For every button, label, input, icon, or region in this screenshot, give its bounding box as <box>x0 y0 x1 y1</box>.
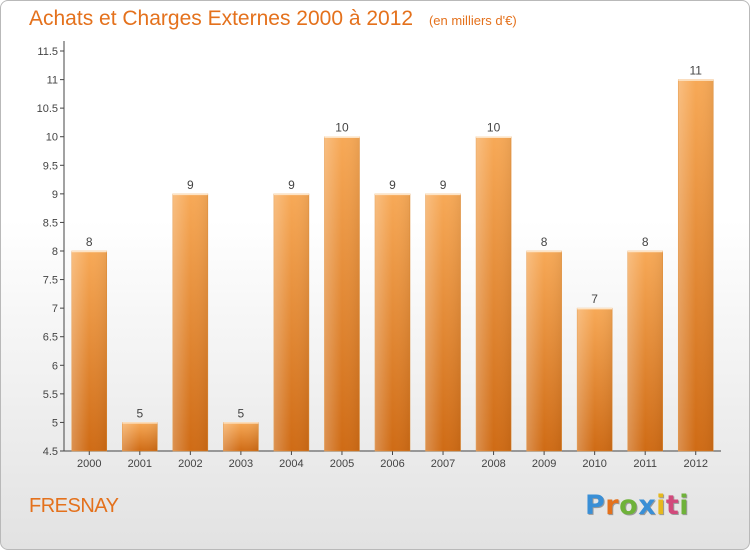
data-labels: 8 5 9 5 9 10 9 9 10 8 7 8 11 <box>86 64 702 421</box>
bar-shine <box>627 251 663 451</box>
y-tick-label: 4.5 <box>43 446 58 458</box>
bar-value-label: 10 <box>487 121 501 135</box>
x-tick-label: 2009 <box>532 458 556 470</box>
y-tick-label: 8 <box>52 246 58 258</box>
bar-shine <box>71 251 107 451</box>
bar-value-label: 9 <box>389 178 396 192</box>
bar-shine <box>476 136 512 451</box>
chart-subtitle: (en milliers d'€) <box>428 13 517 28</box>
x-tick-label: 2004 <box>279 458 303 470</box>
x-tick-label: 2011 <box>633 458 657 470</box>
bar-value-label: 9 <box>187 178 194 192</box>
x-tick-label: 2001 <box>128 458 152 470</box>
y-tick-label: 8.5 <box>43 217 58 229</box>
bar-shine <box>172 193 208 451</box>
logo-letter: r <box>605 490 620 521</box>
chart-title: Achats et Charges Externes 2000 à 2012 (… <box>29 7 517 31</box>
y-tick-label: 10.5 <box>37 103 58 115</box>
bar-value-label: 8 <box>86 235 93 249</box>
bar-shine <box>678 79 714 452</box>
x-tick-label: 2008 <box>481 458 505 470</box>
x-tick-label: 2010 <box>582 458 606 470</box>
y-tick-label: 9 <box>52 189 58 201</box>
logo-letter: P <box>585 490 606 521</box>
bar-shine <box>425 193 461 451</box>
bar-value-label: 7 <box>591 292 598 306</box>
bar-value-label: 5 <box>136 406 143 420</box>
x-tick-label: 2005 <box>330 458 354 470</box>
logo-letter: i <box>679 490 690 521</box>
bar-shine <box>122 422 158 451</box>
chart-title-text: Achats et Charges Externes 2000 à 2012 <box>29 7 414 30</box>
y-tick-label: 6 <box>52 360 58 372</box>
y-tick-label: 7.5 <box>43 275 58 287</box>
y-tick-label: 11 <box>47 75 58 87</box>
logo-letter: i <box>656 490 666 521</box>
x-tick-label: 2012 <box>683 458 707 470</box>
y-tick-label: 10 <box>46 132 58 144</box>
y-tick-label: 5.5 <box>43 389 58 401</box>
y-tick-label: 11.5 <box>37 46 58 58</box>
proxiti-logo: Proxiti <box>585 490 689 521</box>
logo-letter: t <box>665 490 680 521</box>
bar-shine <box>577 308 613 451</box>
x-tick-label: 2002 <box>178 458 202 470</box>
bar-shine <box>526 251 562 451</box>
x-tick-label: 2006 <box>380 458 404 470</box>
bar-value-label: 8 <box>642 235 649 249</box>
bars <box>71 79 714 452</box>
logo-letter: o <box>619 490 639 521</box>
y-tick-label: 7 <box>52 303 58 315</box>
bar-value-label: 9 <box>440 178 447 192</box>
x-tick-label: 2007 <box>431 458 455 470</box>
bar-value-label: 5 <box>238 406 245 420</box>
bar-value-label: 9 <box>288 178 295 192</box>
bar-value-label: 11 <box>689 64 702 78</box>
x-tick-label: 2000 <box>77 458 101 470</box>
bar-shine <box>324 136 360 451</box>
bar-shine <box>223 422 259 451</box>
bar-value-label: 8 <box>541 235 548 249</box>
y-tick-label: 6.5 <box>43 332 58 344</box>
y-tick-label: 5 <box>52 417 58 429</box>
logo-letter: x <box>638 490 657 521</box>
commune-name: FRESNAY <box>29 495 119 517</box>
y-tick-label: 9.5 <box>43 160 58 172</box>
x-tick-label: 2003 <box>229 458 253 470</box>
bar-shine <box>375 193 410 451</box>
bar-value-label: 10 <box>335 121 349 135</box>
bar-shine <box>273 193 309 451</box>
